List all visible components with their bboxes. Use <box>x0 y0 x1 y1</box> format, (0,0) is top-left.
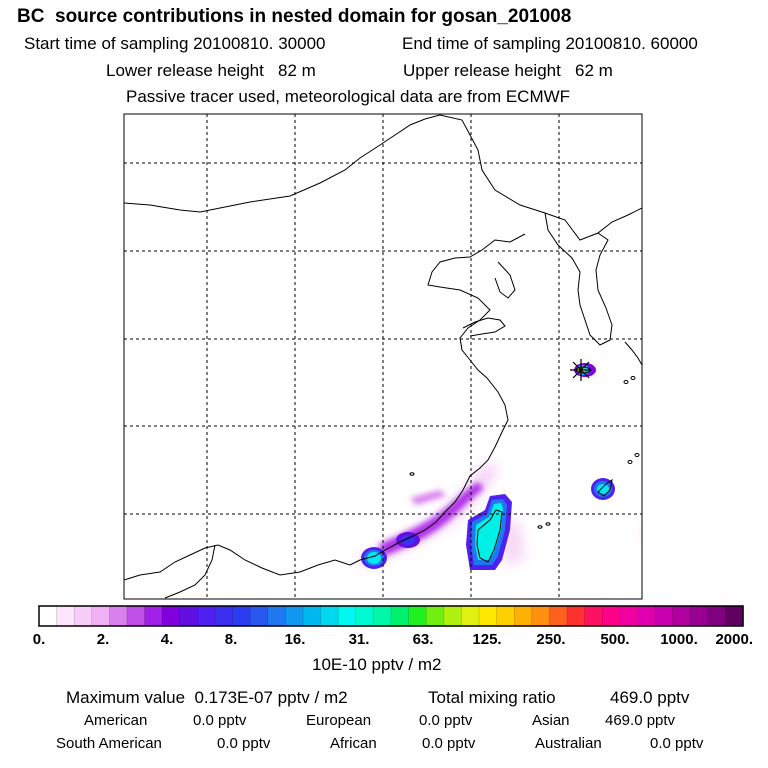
south-american-label: South American <box>56 735 162 752</box>
color-scale-cell <box>567 606 586 626</box>
color-scale-tick-label: 1000. <box>660 631 698 648</box>
european-value: 0.0 pptv <box>419 712 473 729</box>
asian-label: Asian <box>532 712 570 729</box>
african-value: 0.0 pptv <box>422 735 476 752</box>
color-scale-cell <box>355 606 374 626</box>
color-scale-cell <box>461 606 480 626</box>
end-time-label: End time of sampling 20100810. 60000 <box>402 34 698 53</box>
color-scale-cell <box>285 606 304 626</box>
color-scale-tick-label: 4. <box>161 631 174 648</box>
start-time-label: Start time of sampling 20100810. 30000 <box>24 34 326 53</box>
color-scale-cell <box>725 606 744 626</box>
max-value-label: Maximum value 0.173E-07 pptv / m2 <box>66 688 348 707</box>
color-scale-cell <box>707 606 726 626</box>
color-scale-cell <box>655 606 674 626</box>
color-scale-cell <box>197 606 216 626</box>
map-frame <box>123 113 643 600</box>
color-scale-tick-label: 31. <box>349 631 370 648</box>
color-scale-cell <box>91 606 110 626</box>
color-scale-tick-label: 0. <box>33 631 46 648</box>
color-scale-cell <box>338 606 357 626</box>
african-label: African <box>330 735 377 752</box>
color-scale-cell <box>479 606 498 626</box>
color-scale-cell <box>232 606 251 626</box>
total-mixing-label: Total mixing ratio <box>428 688 556 707</box>
color-scale-cell <box>373 606 392 626</box>
color-scale-cell <box>179 606 198 626</box>
color-scale-tick-label: 500. <box>600 631 629 648</box>
receptor-marker-icon <box>570 359 592 381</box>
color-scale-tick-label: 125. <box>472 631 501 648</box>
chart-title: BC source contributions in nested domain… <box>17 6 572 27</box>
color-scale-frame <box>38 605 744 627</box>
color-scale-cell <box>690 606 709 626</box>
australian-label: Australian <box>535 735 602 752</box>
australian-value: 0.0 pptv <box>650 735 704 752</box>
color-scale-cell <box>443 606 462 626</box>
color-scale-cell <box>215 606 234 626</box>
color-scale-labels: 0. 2. 4. 8. 16. 31. 63. 125. 250. 500. 1000. 2000. <box>33 631 753 648</box>
color-scale-cell <box>56 606 75 626</box>
color-scale-cells <box>39 606 744 626</box>
color-scale-cell <box>637 606 656 626</box>
coastlines <box>124 114 642 599</box>
color-scale-cell <box>496 606 515 626</box>
gridlines <box>124 114 642 599</box>
color-scale-cell <box>531 606 550 626</box>
color-scale-cell <box>408 606 427 626</box>
color-scale-cell <box>619 606 638 626</box>
color-scale-cell <box>672 606 691 626</box>
color-scale-cell <box>144 606 163 626</box>
color-scale-cell <box>514 606 533 626</box>
color-scale-cell <box>391 606 410 626</box>
color-scale-cell <box>303 606 322 626</box>
color-scale-cell <box>162 606 181 626</box>
asian-value: 469.0 pptv <box>605 712 676 729</box>
color-scale-tick-label: 250. <box>536 631 565 648</box>
color-scale-tick-label: 8. <box>225 631 238 648</box>
color-scale-cell <box>74 606 93 626</box>
color-scale-tick-label: 2000. <box>715 631 753 648</box>
color-scale-cell <box>584 606 603 626</box>
american-label: American <box>84 712 148 729</box>
color-scale-tick-label: 16. <box>285 631 306 648</box>
color-scale-cell <box>39 606 58 626</box>
color-scale-tick-label: 2. <box>97 631 110 648</box>
american-value: 0.0 pptv <box>193 712 247 729</box>
color-scale-cell <box>127 606 146 626</box>
tracer-info: Passive tracer used, meteorological data… <box>126 87 571 106</box>
color-scale-cell <box>426 606 445 626</box>
south-american-value: 0.0 pptv <box>217 735 271 752</box>
color-scale-cell <box>109 606 128 626</box>
color-scale-cell <box>602 606 621 626</box>
total-mixing-value: 469.0 pptv <box>610 688 690 707</box>
color-scale-cell <box>250 606 269 626</box>
color-scale-cell <box>320 606 339 626</box>
upper-release-height: Upper release height 62 m <box>403 61 613 80</box>
lower-release-height: Lower release height 82 m <box>106 61 316 80</box>
map-plot <box>123 113 643 600</box>
color-scale-cell <box>267 606 286 626</box>
color-scale-tick-label: 63. <box>413 631 434 648</box>
european-label: European <box>306 712 372 729</box>
scale-units: 10E-10 pptv / m2 <box>312 655 442 674</box>
hotspot-taiwan <box>466 494 512 570</box>
color-scale-cell <box>549 606 568 626</box>
